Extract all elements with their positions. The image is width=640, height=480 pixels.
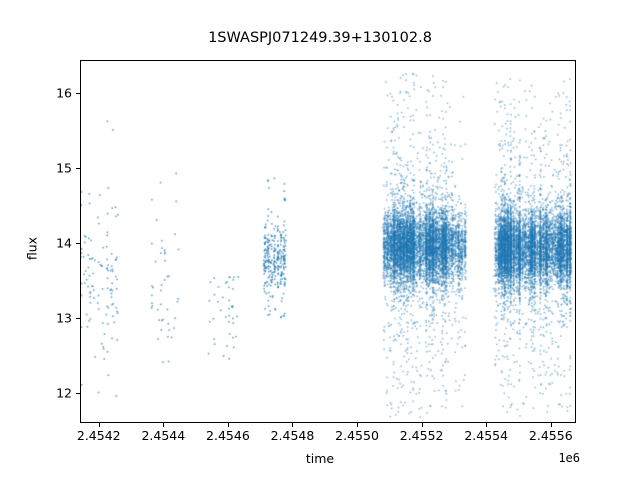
y-tick-label: 14 xyxy=(56,235,72,251)
page-title: 1SWASPJ071249.39+130102.8 xyxy=(208,30,432,46)
plot-axes xyxy=(80,60,576,423)
y-tick-mark xyxy=(76,318,80,320)
y-tick-mark xyxy=(76,393,80,395)
x-tick-label: 2.4546 xyxy=(206,428,250,443)
x-tick-label: 2.4552 xyxy=(399,428,444,443)
y-tick-label-group: 12 13 14 15 16 xyxy=(28,0,72,480)
y-tick-label: 15 xyxy=(56,160,72,176)
x-tick-label: 2.4554 xyxy=(464,428,509,443)
x-tick-label: 2.4544 xyxy=(141,428,186,443)
y-tick-mark xyxy=(76,243,80,244)
x-tick-label: 2.4556 xyxy=(528,428,573,443)
x-tick-label: 2.4542 xyxy=(76,428,121,443)
x-tick-label: 2.4550 xyxy=(335,428,379,443)
x-tick-mark xyxy=(357,423,359,427)
x-tick-mark xyxy=(421,423,423,427)
y-tick-mark xyxy=(76,167,80,169)
x-tick-label: 2.4548 xyxy=(270,428,315,443)
scatter-plot-canvas xyxy=(81,61,575,422)
y-tick-label: 13 xyxy=(56,310,72,326)
x-axis-offset-label: 1e6 xyxy=(558,451,580,465)
y-tick-label: 16 xyxy=(56,85,72,101)
x-tick-mark xyxy=(227,423,229,427)
x-tick-mark xyxy=(550,423,552,427)
y-tick-label: 12 xyxy=(56,385,72,401)
x-tick-mark xyxy=(292,423,294,427)
x-tick-mark xyxy=(163,423,165,427)
x-tick-mark xyxy=(486,423,488,427)
x-axis-label: time xyxy=(305,451,335,466)
x-tick-mark xyxy=(98,423,100,427)
y-tick-mark xyxy=(76,92,80,94)
